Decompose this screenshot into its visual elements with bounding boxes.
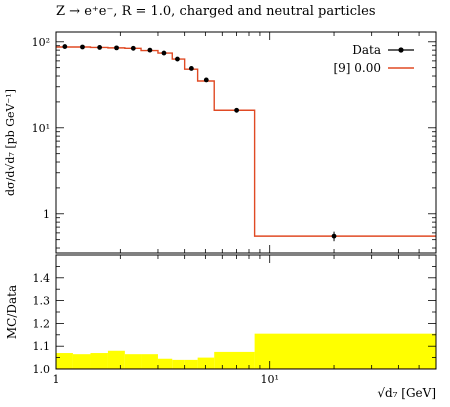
legend-marker-data [398, 47, 404, 53]
main-plot-frame [55, 31, 437, 254]
ratio-band-bin [197, 357, 215, 369]
x-axis-label: √d₇ [GeV] [377, 386, 436, 400]
ratio-y-tick-label: 1.3 [33, 295, 51, 308]
data-point [130, 45, 136, 51]
data-point [80, 44, 85, 50]
legend-label-mc: [9] 0.00 [333, 61, 381, 75]
data-point [147, 47, 153, 53]
ratio-band-bin [56, 353, 73, 369]
x-tick-label: 10¹ [260, 373, 278, 386]
data-points-layer [62, 44, 337, 242]
ratio-y-tick-label: 1.1 [33, 340, 51, 353]
y-axis-label: dσ/d√d₇ [pb GeV⁻¹] [4, 89, 17, 196]
data-point [203, 77, 209, 83]
data-point [331, 233, 337, 239]
ratio-y-axis-label: MC/Data [5, 285, 19, 339]
ratio-y-tick-label: 1.0 [33, 363, 51, 376]
data-point [161, 50, 167, 56]
data-point [62, 44, 68, 49]
x-tick-label: 1 [53, 373, 60, 386]
ratio-band [56, 333, 436, 369]
mc-step-line [56, 46, 436, 237]
data-point [188, 66, 194, 71]
data-point [175, 56, 180, 62]
y-tick-label: 10¹ [32, 122, 50, 135]
ratio-y-tick-label: 1.4 [33, 272, 51, 285]
ratio-band-bin [214, 351, 255, 369]
ratio-axis-ticks [55, 254, 437, 370]
ratio-band-bin [157, 358, 173, 369]
data-point [234, 107, 240, 113]
legend-label-data: Data [352, 43, 381, 57]
ratio-y-tick-label: 1.2 [33, 317, 51, 330]
ratio-band-bin [90, 353, 108, 369]
legend: Data [9] 0.00 [333, 43, 414, 75]
ratio-band-bin [124, 354, 142, 369]
ratio-band-bin [184, 359, 198, 369]
main-series-layer [56, 46, 436, 237]
main-axis-ticks [55, 32, 437, 253]
ratio-band-bin [172, 359, 185, 369]
y-tick-label: 10² [32, 36, 50, 49]
ratio-band-bin [141, 354, 158, 369]
chart-title: Z → e⁺e⁻, R = 1.0, charged and neutral p… [56, 4, 376, 19]
ratio-band-bin [254, 333, 436, 369]
data-point [114, 45, 119, 51]
ratio-band-bin [107, 350, 125, 369]
data-point [97, 45, 103, 50]
y-tick-label: 1 [43, 208, 50, 221]
ratio-band-bin [72, 354, 91, 369]
